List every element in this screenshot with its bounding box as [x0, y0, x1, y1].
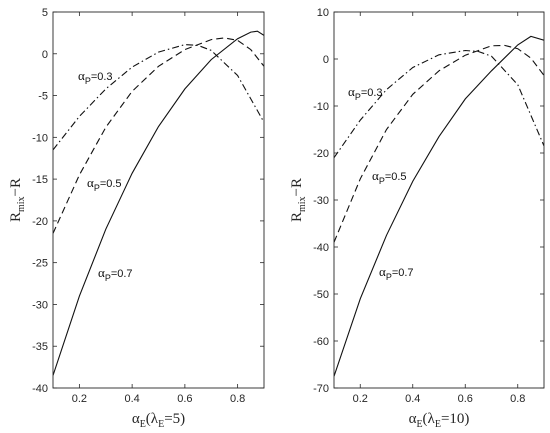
series-line-solid	[334, 35, 544, 377]
series-line-dashdot	[53, 44, 264, 151]
x-tick-label: 0.2	[72, 393, 87, 405]
chart-panel-1: 0.2 0.4 0.6 0.850-5-10-15-20-25-30-35-40αE(…	[8, 7, 265, 430]
series-line-solid	[53, 30, 264, 376]
x-label-mid: (λ	[146, 411, 159, 427]
x-label-tail: =5)	[164, 411, 185, 427]
series-label-sub: P	[355, 92, 361, 102]
y-tick-label: -5	[38, 91, 48, 103]
series-label-value: =0.3	[361, 87, 383, 99]
y-label-tail: −R	[8, 178, 24, 196]
series-label-alpha: α	[87, 175, 94, 190]
series-label-sub: P	[94, 183, 100, 193]
series-label-solid: αP=0.7	[379, 264, 414, 282]
y-tick-label: -35	[32, 341, 48, 353]
y-tick-label: -30	[32, 299, 48, 311]
series-label-dashed: αP=0.5	[372, 168, 407, 186]
x-label-symbol: α	[132, 411, 140, 427]
x-tick-label: 0.4	[405, 393, 420, 405]
y-tick-label: -40	[313, 242, 329, 254]
y-label-symbol: R	[8, 212, 24, 222]
y-label-sub: mix	[16, 196, 27, 212]
y-tick-label: -15	[32, 174, 48, 186]
x-tick-label: 0.8	[230, 393, 245, 405]
x-tick-label: 0.6	[458, 393, 473, 405]
y-label-sub: mix	[297, 196, 308, 212]
y-tick-label: -40	[32, 383, 48, 395]
series-label-alpha: α	[78, 68, 85, 83]
x-label-mid: (λ	[423, 411, 436, 427]
series-label-dashdot: αP=0.3	[78, 68, 113, 86]
y-label-tail: −R	[289, 178, 305, 196]
series-line-dashed	[53, 37, 264, 234]
plot-frame	[333, 11, 545, 389]
chart-panel-2: 0.2 0.4 0.6 0.8100-10-20-30-40-50-60-70αE(λ…	[289, 7, 545, 430]
x-tick-label: 0.8	[510, 393, 525, 405]
y-tick-label: -30	[313, 195, 329, 207]
series-label-value: =0.5	[100, 178, 122, 190]
series-label-sub: P	[379, 176, 385, 186]
x-axis-label: αE(λE=5)	[132, 411, 185, 430]
y-label-symbol: R	[289, 212, 305, 222]
series-label-dashed: αP=0.5	[87, 175, 122, 193]
x-tick-label: 0.6	[177, 393, 192, 405]
x-label-symbol: α	[409, 411, 417, 427]
series-label-value: =0.7	[111, 268, 133, 280]
series-label-value: =0.3	[91, 71, 113, 83]
x-label-tail: =10)	[441, 411, 469, 427]
series-label-solid: αP=0.7	[98, 265, 133, 283]
plot-frame	[52, 11, 265, 389]
y-tick-label: -20	[32, 216, 48, 228]
y-tick-label: -25	[32, 258, 48, 270]
y-tick-label: 0	[42, 49, 48, 61]
y-axis-label: Rmix−R	[289, 178, 308, 222]
x-label-sub2: E	[158, 419, 164, 430]
series-label-value: =0.7	[392, 267, 414, 279]
x-label-sub2: E	[435, 419, 441, 430]
series-label-alpha: α	[372, 168, 379, 183]
y-axis-label: Rmix−R	[8, 178, 27, 222]
series-label-dashdot: αP=0.3	[348, 84, 383, 102]
series-label-alpha: α	[98, 265, 105, 280]
y-tick-label: -10	[32, 132, 48, 144]
series-label-sub: P	[85, 76, 91, 86]
series-line-dashdot	[334, 49, 544, 159]
x-tick-label: 0.2	[353, 393, 368, 405]
y-tick-label: -60	[313, 336, 329, 348]
series-label-sub: P	[386, 272, 392, 282]
y-tick-label: 5	[42, 7, 48, 19]
y-tick-label: -70	[313, 383, 329, 395]
y-tick-label: -50	[313, 289, 329, 301]
series-label-value: =0.5	[385, 171, 407, 183]
x-label-sub: E	[140, 419, 146, 430]
y-tick-label: -20	[313, 148, 329, 160]
x-axis-label: αE(λE=10)	[409, 411, 470, 430]
y-tick-label: 0	[323, 54, 329, 66]
series-label-alpha: α	[379, 264, 386, 279]
series-label-alpha: α	[348, 84, 355, 99]
x-tick-label: 0.4	[124, 393, 139, 405]
y-tick-label: -10	[313, 101, 329, 113]
series-line-dashed	[334, 44, 544, 243]
y-tick-label: 10	[317, 7, 329, 19]
x-label-sub: E	[416, 419, 422, 430]
series-label-sub: P	[105, 273, 111, 283]
